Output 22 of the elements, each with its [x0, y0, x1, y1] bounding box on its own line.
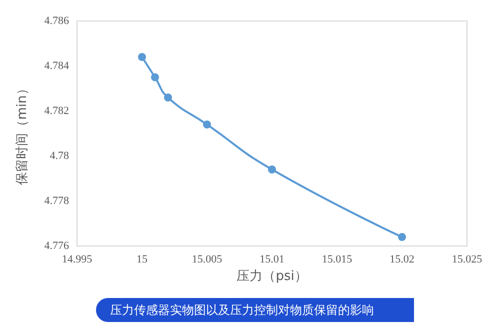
y-tick-label: 4.778 — [44, 195, 70, 207]
y-tick-label: 4.78 — [50, 150, 70, 162]
x-tick-label: 14.995 — [62, 254, 93, 266]
y-tick-label: 4.776 — [44, 240, 70, 252]
y-tick-label: 4.784 — [44, 60, 70, 72]
x-tick-label: 15.025 — [452, 254, 483, 266]
y-axis-title: 保留时间（min） — [15, 82, 30, 185]
point — [151, 73, 159, 82]
y-tick-label: 4.786 — [44, 15, 70, 27]
text: 压力传感器实物图以及压力控制对物质保留的影响 — [110, 303, 374, 317]
y-tick-label: 4.782 — [44, 105, 69, 117]
x-tick-label: 15.015 — [322, 254, 353, 266]
x-tick-label: 15 — [136, 254, 148, 266]
point — [138, 53, 146, 61]
point — [203, 120, 211, 128]
point — [398, 233, 406, 241]
x-axis-title: 压力（psi） — [236, 269, 308, 284]
point — [268, 166, 276, 174]
x-tick-label: 15.02 — [390, 254, 414, 266]
x-tick-label: 15.005 — [192, 254, 223, 266]
x-tick-label: 15.01 — [260, 254, 284, 266]
point — [164, 94, 172, 102]
